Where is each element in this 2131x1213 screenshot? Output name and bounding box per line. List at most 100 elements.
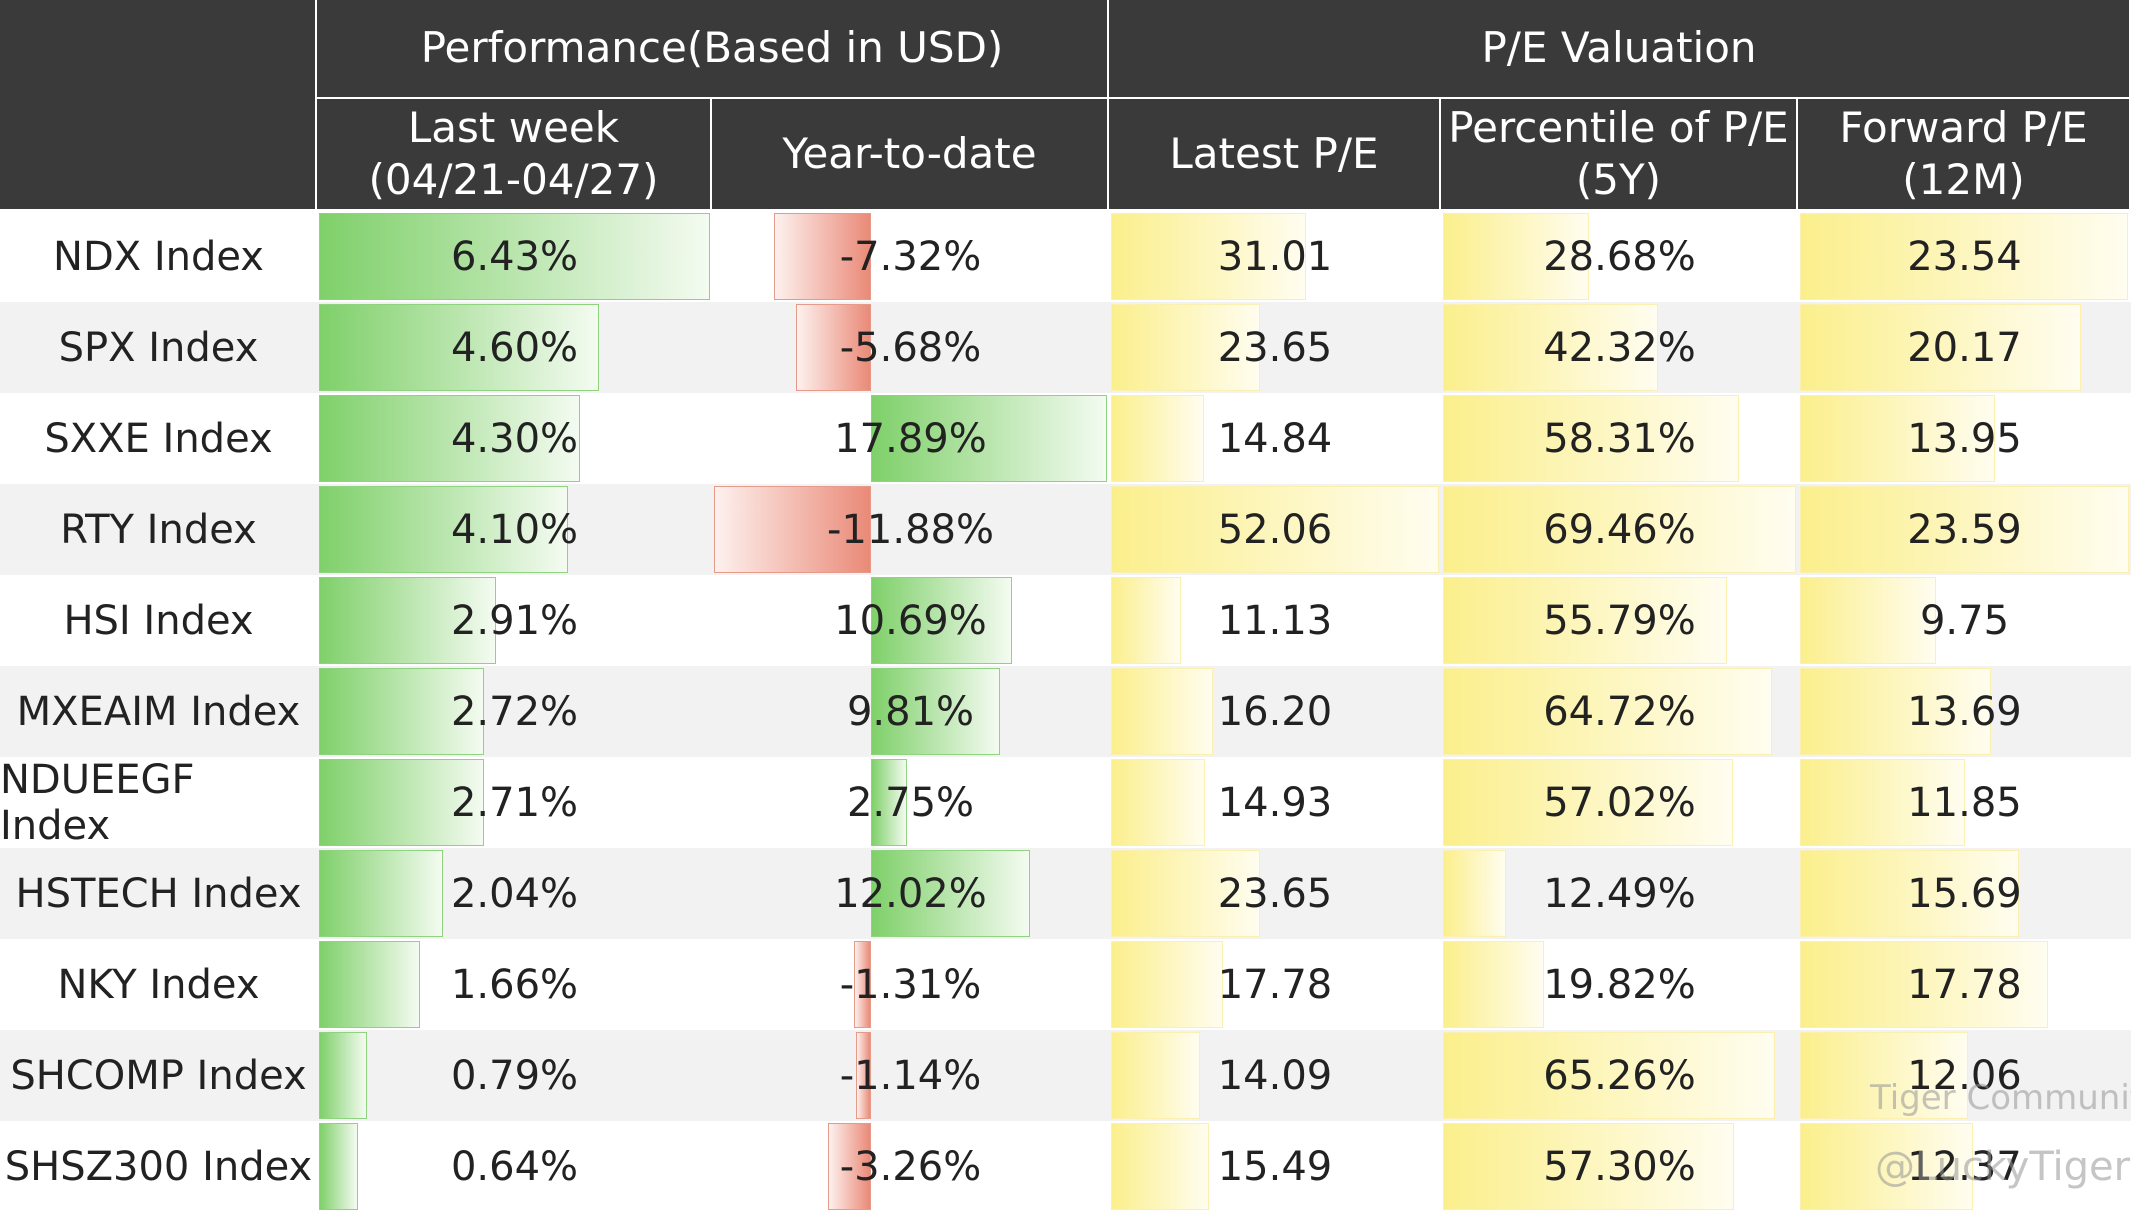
data-bar: [870, 395, 1107, 482]
value-cell: 69.46%: [1543, 506, 1696, 553]
value-cell: 4.60%: [450, 324, 579, 371]
header-line: Forward P/E: [1839, 102, 2088, 152]
data-bar: [319, 1123, 358, 1210]
value-cell: 6.43%: [450, 233, 579, 280]
value-cell: 14.84: [1217, 415, 1333, 462]
header-line: Year-to-date: [782, 128, 1037, 178]
data-bar: [1800, 668, 1991, 755]
data-bar: [1800, 577, 1936, 664]
value-cell: 13.95: [1907, 415, 2022, 462]
value-cell: 23.65: [1217, 324, 1333, 371]
data-bar: [855, 1032, 871, 1119]
index-name: HSI Index: [63, 597, 254, 644]
header-corner: [0, 0, 317, 211]
value-cell: 13.69: [1907, 688, 2022, 735]
header-line: (04/21-04/27): [368, 155, 659, 204]
index-name: SHSZ300 Index: [4, 1143, 313, 1190]
value-cell: 64.72%: [1543, 688, 1696, 735]
value-cell: 16.20: [1217, 688, 1333, 735]
watermark-handle: @LuckyTiger: [1875, 1144, 2131, 1190]
group-header: Performance(Based in USD): [317, 0, 1109, 99]
value-cell: 1.66%: [450, 961, 579, 1008]
header-line: (5Y): [1575, 155, 1662, 204]
header-line: Last week: [407, 102, 620, 152]
index-name: NKY Index: [57, 961, 260, 1008]
data-bar: [1443, 1123, 1735, 1210]
group-header: P/E Valuation: [1109, 0, 2131, 99]
value-cell: 14.09: [1217, 1052, 1333, 1099]
value-cell: 57.02%: [1543, 779, 1696, 826]
data-bar: [319, 1032, 368, 1119]
value-cell: -1.14%: [839, 1052, 982, 1099]
value-cell: 23.54: [1907, 233, 2022, 280]
data-bar: [1111, 1123, 1209, 1210]
value-cell: 23.59: [1907, 506, 2022, 553]
data-bar: [774, 213, 871, 300]
data-bar: [1111, 759, 1206, 846]
data-bar: [1443, 759, 1733, 846]
value-cell: 10.69%: [834, 597, 987, 644]
data-bar: [1443, 1032, 1775, 1119]
value-cell: 31.01: [1217, 233, 1333, 280]
data-bar: [1111, 577, 1182, 664]
index-name: SXXE Index: [44, 415, 273, 462]
value-cell: 12.02%: [834, 870, 987, 917]
data-bar: [1443, 213, 1589, 300]
data-bar: [1111, 668, 1214, 755]
value-cell: 11.13: [1217, 597, 1333, 644]
data-bar: [319, 668, 485, 755]
value-cell: 19.82%: [1543, 961, 1696, 1008]
value-cell: 0.79%: [450, 1052, 579, 1099]
data-bar: [1800, 1123, 1973, 1210]
index-name: SHCOMP Index: [10, 1052, 307, 1099]
data-bar: [1800, 1032, 1969, 1119]
data-bar: [870, 577, 1012, 664]
value-cell: 42.32%: [1543, 324, 1696, 371]
data-bar: [1443, 941, 1544, 1028]
value-cell: 17.78: [1907, 961, 2022, 1008]
value-cell: 9.81%: [846, 688, 975, 735]
data-bar: [319, 213, 710, 300]
value-cell: 15.69: [1907, 870, 2022, 917]
data-bar: [1111, 1032, 1200, 1119]
data-bar: [1443, 486, 1796, 573]
watermark-brand: Tiger Community: [1870, 1078, 2131, 1118]
column-header: Forward P/E (12M): [1798, 99, 2131, 211]
data-bar: [1800, 304, 2082, 391]
data-bar: [1111, 304, 1260, 391]
data-bar: [319, 759, 484, 846]
data-bar: [870, 850, 1030, 937]
data-bar: [319, 304, 599, 391]
value-cell: -5.68%: [839, 324, 982, 371]
value-cell: -7.32%: [839, 233, 982, 280]
data-bar: [1111, 486, 1439, 573]
value-cell: 57.30%: [1543, 1143, 1696, 1190]
value-cell: 17.89%: [834, 415, 987, 462]
data-bar: [1800, 941, 2048, 1028]
value-cell: 23.65: [1217, 870, 1333, 917]
data-bar: [1800, 213, 2129, 300]
data-bar: [319, 395, 581, 482]
value-cell: 15.49: [1217, 1143, 1333, 1190]
data-bar: [319, 850, 444, 937]
data-bar: [319, 486, 569, 573]
column-header: Last week (04/21-04/27): [317, 99, 712, 211]
data-bar: [1111, 213, 1307, 300]
index-name: HSTECH Index: [15, 870, 302, 917]
value-cell: 65.26%: [1543, 1052, 1696, 1099]
data-bar: [1111, 395, 1205, 482]
value-cell: 14.93: [1217, 779, 1333, 826]
data-bar: [1800, 395, 1995, 482]
index-name: NDX Index: [53, 233, 264, 280]
value-cell: -11.88%: [827, 506, 994, 553]
index-name: NDUEEGF Index: [0, 756, 195, 849]
value-cell: -3.26%: [839, 1143, 982, 1190]
data-bar: [1443, 304, 1659, 391]
value-cell: 11.85: [1907, 779, 2022, 826]
data-bar: [870, 759, 908, 846]
data-bar: [1443, 668, 1772, 755]
value-cell: 4.30%: [450, 415, 579, 462]
column-header: Year-to-date: [712, 99, 1109, 211]
data-bar: [1800, 486, 2129, 573]
